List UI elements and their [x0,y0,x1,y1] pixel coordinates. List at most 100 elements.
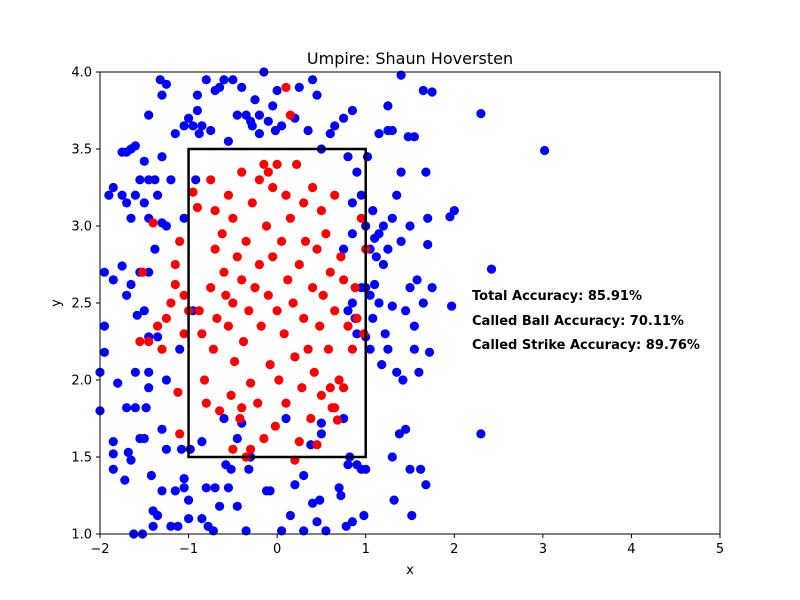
ball-point [316,429,326,439]
strike-point [157,344,167,354]
ball-point [219,75,229,85]
ball-point [377,360,387,370]
ball-point [412,275,422,285]
ball-point [427,283,437,293]
x-tick-label: 5 [716,542,724,557]
ball-point [371,252,381,262]
ball-point [117,190,127,200]
ball-point [447,301,457,311]
ball-point [339,113,349,123]
ball-point [247,121,257,131]
ball-point [334,483,344,493]
ball-point [285,510,295,521]
strike-point [179,290,189,300]
strike-point [299,313,309,323]
strike-point [201,398,211,408]
strike-point [312,440,322,450]
strike-point [288,298,298,308]
strike-point [274,375,284,385]
ball-point [130,141,140,151]
ball-point [387,213,397,223]
strike-point [330,306,340,316]
ball-point [383,244,393,254]
strike-point [170,259,180,270]
ball-point [343,152,353,162]
strike-point [281,82,291,92]
ball-point [409,132,419,142]
ball-point [139,198,149,208]
ball-point [148,521,158,531]
strike-point [285,213,295,223]
ball-point [315,495,325,505]
ball-point [232,110,242,120]
strike-point [215,406,225,416]
x-tick-label: −1 [179,542,198,557]
ball-point [226,464,236,474]
ball-point [401,306,411,316]
ball-point [197,437,207,447]
ball-point [396,167,406,177]
ball-point [99,267,109,277]
y-tick-label: 3.5 [71,143,92,158]
strike-point [321,229,331,239]
ball-point [347,229,357,239]
strike-point [292,159,302,169]
ball-point [161,79,171,89]
strike-point [263,167,273,177]
ball-point [387,452,397,462]
strike-point [137,267,148,277]
x-tick-label: 1 [362,542,370,557]
y-tick-label: 4.0 [71,66,92,81]
ball-point [361,464,371,474]
ball-point [126,279,136,290]
ball-point [325,129,335,139]
strike-point [206,283,216,293]
strike-point [336,252,346,262]
x-tick-label: −2 [90,542,109,557]
strike-point [334,375,344,385]
ball-point [416,464,426,474]
ball-point [197,121,207,131]
ball-point [330,121,340,131]
ball-point [449,206,459,216]
ball-point [153,190,163,200]
strike-point [175,429,185,439]
strike-zone [187,147,367,459]
strike-point [294,437,304,447]
ball-point [117,261,127,271]
ball-point [206,125,216,136]
annotation-total-accuracy: Total Accuracy: 85.91% [472,289,642,304]
strike-point [308,182,318,193]
ball-point [126,455,136,465]
ball-point [277,526,287,536]
ball-point [108,449,118,459]
strike-point [277,236,287,246]
strike-point [161,313,171,323]
ball-point [153,510,163,521]
strike-point [261,221,272,231]
ball-point [362,152,373,162]
y-tick-label: 3.0 [71,220,92,235]
strike-point [241,236,251,246]
ball-point [486,264,497,274]
ball-point [272,85,282,96]
ball-point [405,283,415,293]
strike-point [221,290,231,300]
ball-point [409,321,419,331]
strike-point [210,206,220,216]
ball-point [405,464,415,474]
ball-point [392,190,402,200]
ball-point [421,167,431,177]
strike-point [170,279,180,290]
ball-point [347,298,357,308]
y-tick-label: 1.5 [71,451,92,466]
ball-point [378,259,388,270]
x-tick-label: 0 [273,542,281,557]
strike-point [194,306,204,316]
ball-point [414,367,424,377]
ball-point [173,521,183,531]
strike-point [268,252,278,262]
strike-point [253,398,263,408]
ball-point [405,221,415,231]
ball-point [228,75,238,85]
